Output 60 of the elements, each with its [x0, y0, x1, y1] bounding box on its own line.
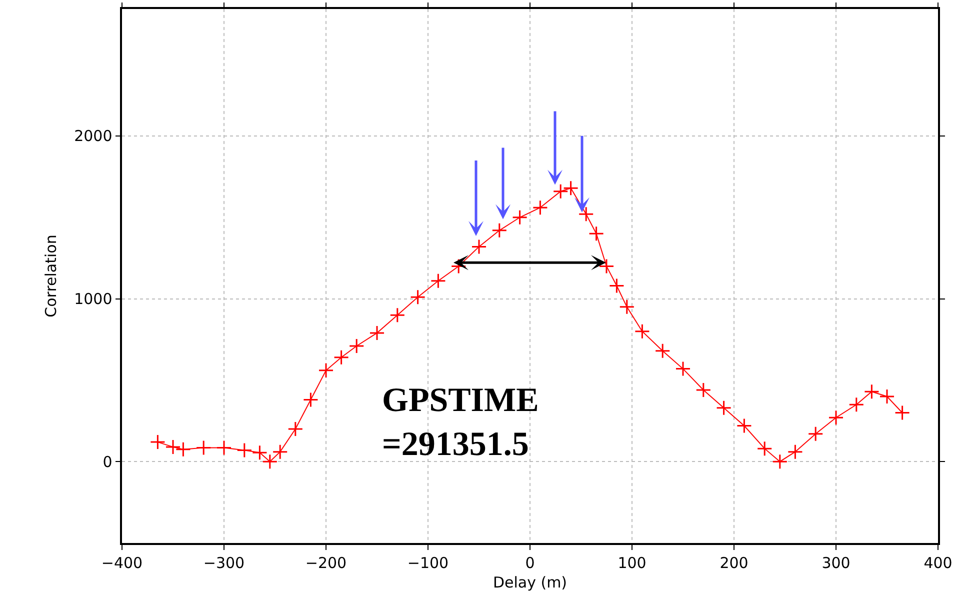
point	[675, 361, 691, 377]
y-tick-label: 2000	[74, 127, 112, 146]
point	[410, 289, 426, 305]
point	[288, 421, 304, 437]
point	[619, 299, 635, 315]
point	[430, 273, 446, 289]
point	[634, 324, 650, 340]
point	[696, 382, 712, 398]
x-tick-label: 300	[822, 554, 850, 572]
point	[302, 392, 318, 408]
point	[318, 362, 334, 378]
point	[894, 405, 910, 421]
x-tick-label: 400	[924, 554, 952, 572]
point	[262, 454, 278, 470]
point	[471, 238, 487, 254]
point	[512, 210, 528, 226]
point	[492, 222, 508, 238]
y-tick-label: 0	[102, 452, 112, 471]
point	[588, 226, 604, 242]
x-tick-label: −100	[407, 554, 449, 572]
x-tick-label: 100	[618, 554, 646, 572]
point	[808, 426, 824, 442]
point	[787, 444, 803, 460]
point	[552, 184, 568, 200]
x-tick-label: −300	[203, 554, 245, 572]
point	[716, 400, 732, 416]
point	[578, 206, 594, 222]
point	[236, 442, 252, 458]
x-tick-label: −200	[305, 554, 347, 572]
point	[736, 418, 752, 434]
point	[272, 444, 288, 460]
point	[772, 454, 788, 470]
point	[864, 384, 880, 400]
point	[348, 338, 364, 354]
x-axis-title: Delay (m)	[492, 573, 568, 592]
point	[756, 440, 772, 456]
point	[216, 440, 232, 456]
point	[334, 350, 350, 366]
point	[150, 434, 166, 450]
y-axis-title: Correlation	[42, 234, 60, 318]
point	[252, 444, 268, 460]
point	[828, 410, 844, 426]
point	[165, 439, 181, 455]
point	[563, 180, 579, 196]
point	[848, 396, 864, 412]
x-tick-label: 0	[525, 554, 535, 572]
x-tick-label: −400	[101, 554, 143, 572]
point	[598, 258, 614, 274]
point	[175, 442, 191, 458]
point	[450, 258, 466, 274]
point	[532, 200, 548, 216]
annotation: GPSTIME =291351.5	[382, 382, 539, 464]
point	[879, 388, 895, 404]
y-tick-label: 1000	[74, 290, 112, 308]
point	[369, 325, 385, 341]
x-tick-label: 200	[720, 554, 748, 572]
point	[608, 278, 624, 294]
point	[196, 440, 212, 456]
point	[390, 307, 406, 323]
point	[654, 343, 670, 359]
